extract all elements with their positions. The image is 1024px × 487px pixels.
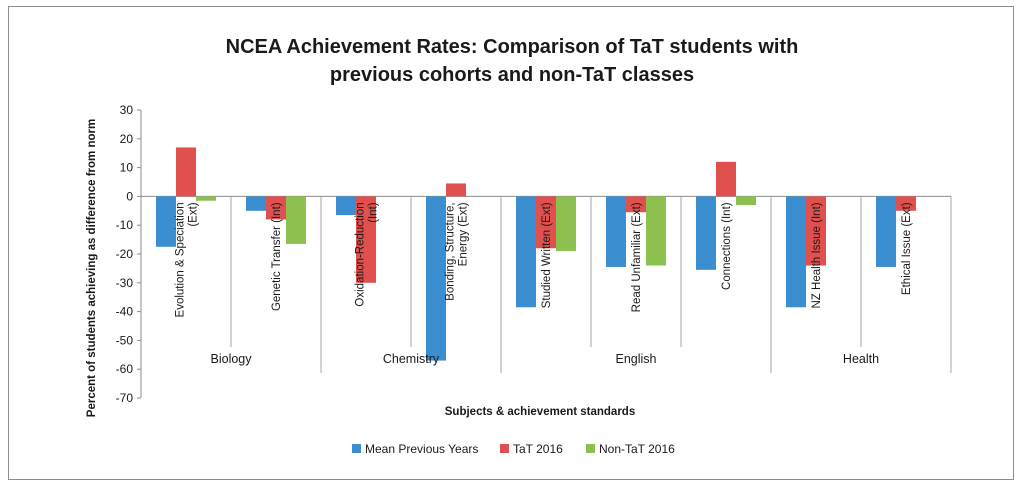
bars-layer [156, 147, 916, 361]
category-label: NZ Health Issue (Int) [811, 202, 823, 308]
legend-label: TaT 2016 [513, 442, 563, 456]
y-tick-label: -60 [116, 362, 134, 376]
chart-frame: NCEA Achievement Rates: Comparison of Ta… [8, 6, 1014, 480]
labels-layer: Evolution & Speciation (Ext) Genetic Trans… [175, 202, 914, 366]
legend-label: Mean Previous Years [365, 442, 478, 456]
bar [876, 196, 896, 267]
legend: Mean Previous Years TaT 2016 Non-TaT 2016 [352, 442, 675, 456]
legend-swatch [586, 444, 595, 453]
bar [696, 196, 716, 270]
bar [156, 196, 176, 247]
legend-swatch [500, 444, 509, 453]
x-axis-title: Subjects & achievement standards [445, 406, 635, 418]
bar [426, 196, 446, 361]
bar [716, 161, 736, 197]
category-label: (Ext) [188, 202, 200, 226]
group-label: Biology [211, 352, 253, 366]
category-label: Evolution & Speciation [175, 202, 187, 317]
y-tick-label: 30 [120, 103, 134, 117]
bar [786, 196, 806, 308]
y-tick-label: -50 [116, 333, 134, 347]
chart-title-line-2: previous cohorts and non-TaT classes [330, 64, 694, 86]
y-axis-title: Percent of students achieving as differe… [86, 119, 98, 417]
bar [646, 196, 666, 266]
group-label: Chemistry [383, 352, 440, 366]
legend-label: Non-TaT 2016 [599, 442, 675, 456]
bar [266, 196, 286, 220]
y-tick-label: -20 [116, 247, 134, 261]
bar [806, 196, 826, 266]
category-label: (Int) [368, 202, 380, 223]
y-tick-label: -70 [116, 391, 134, 405]
bar [606, 196, 626, 267]
bar [196, 196, 216, 201]
y-tick-label: 0 [126, 189, 133, 203]
category-label: Bonding, Structure, [445, 202, 457, 300]
category-label: Oxidation-Reduction [355, 202, 367, 306]
category-label: Ethical Issue (Ext) [901, 202, 913, 295]
bar [736, 196, 756, 206]
bar [356, 196, 376, 283]
y-tick-label: 10 [120, 161, 134, 175]
category-label: Studied Written (Ext) [541, 202, 553, 308]
legend-swatch [352, 444, 361, 453]
category-label: Read Unfamiliar (Ext) [631, 202, 643, 312]
bar [516, 196, 536, 308]
bar [246, 196, 266, 211]
y-tick-label: -10 [116, 218, 134, 232]
group-label: Health [843, 352, 879, 366]
y-tick-label: -40 [116, 305, 134, 319]
y-tick-label: 20 [120, 132, 134, 146]
category-label: Genetic Transfer (Int) [271, 202, 283, 311]
bar [536, 196, 556, 249]
group-label: English [616, 352, 657, 366]
chart-svg: NCEA Achievement Rates: Comparison of Ta… [86, 36, 952, 456]
bar [896, 196, 916, 211]
category-label: Energy (Ext) [458, 202, 470, 266]
bar [446, 183, 466, 197]
bar [556, 196, 576, 252]
bar [626, 196, 646, 213]
category-label: Connections (Int) [721, 202, 733, 290]
chart-title-line-1: NCEA Achievement Rates: Comparison of Ta… [226, 36, 799, 58]
bar [286, 196, 306, 244]
bar [336, 196, 356, 216]
bar [176, 147, 196, 197]
y-tick-label: -30 [116, 276, 134, 290]
chart-title: NCEA Achievement Rates: Comparison of Ta… [226, 36, 799, 86]
